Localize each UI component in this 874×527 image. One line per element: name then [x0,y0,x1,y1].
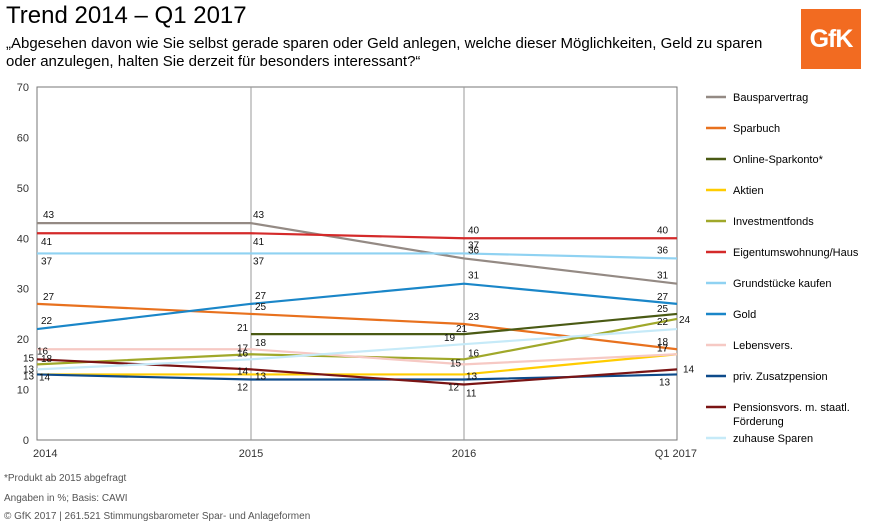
data-label: 40 [468,225,480,236]
y-tick-label: 0 [23,435,29,447]
data-label: 43 [253,210,265,221]
legend-label: Gold [733,309,756,321]
chart-grid [36,86,678,441]
legend-label: Förderung [733,416,784,428]
data-label: 25 [657,304,669,315]
x-tick-label: 2015 [239,448,263,460]
data-label: 21 [237,323,249,334]
series-line [37,348,678,366]
data-label: 12 [237,382,249,393]
legend-label: Aktien [733,185,764,197]
data-label: 36 [468,245,480,256]
data-label: 37 [253,256,265,267]
data-label: 18 [657,337,669,348]
data-label: 17 [237,343,249,354]
copyright: © GfK 2017 | 261.521 Stimmungsbarometer … [4,511,311,522]
series-line [251,312,678,336]
source-note: Angaben in %; Basis: CAWI [4,493,128,504]
data-label: 27 [255,291,267,302]
legend-label: Online-Sparkonto* [733,154,824,166]
legend-label: priv. Zusatzpension [733,371,828,383]
x-tick-label: Q1 2017 [655,448,697,460]
data-label: 15 [23,353,35,364]
data-label: 13 [466,371,478,382]
data-label: 31 [468,271,480,282]
data-label: 14 [237,366,249,377]
data-label: 18 [41,354,53,365]
chart-subtitle: „Abgesehen davon wie Sie selbst gerade s… [6,35,763,70]
data-label: 13 [255,371,267,382]
y-tick-label: 10 [17,385,29,397]
series-line [36,282,678,331]
series-line [36,327,678,371]
series-line [36,302,678,351]
data-label: 17 [657,343,669,354]
x-axis: 2014 2015 2016 Q1 2017 [33,448,697,460]
data-label: 37 [41,256,53,267]
y-tick-label: 30 [17,284,29,296]
series-line [37,353,678,376]
y-tick-label: 40 [17,233,29,245]
data-label: 19 [444,333,456,344]
series-line [37,222,678,285]
data-label: 14 [683,364,695,375]
data-label: 25 [255,302,267,313]
data-label: 15 [450,358,462,369]
series-lines [36,222,678,386]
legend-label: Bausparvertrag [733,92,808,104]
data-label: 31 [657,271,669,282]
data-label: 22 [41,316,53,327]
data-label: 17 [657,343,669,354]
data-label: 11 [466,389,477,400]
legend-label: Sparbuch [733,123,780,135]
data-label: 13 [659,377,671,388]
y-tick-label: 50 [17,183,29,195]
data-label: 27 [657,292,669,303]
data-label: 22 [657,317,669,328]
data-label: 37 [468,240,480,251]
data-label: 16 [237,348,249,359]
data-label: 13 [23,371,35,382]
data-label: 21 [456,324,468,335]
data-label: 41 [253,237,265,248]
chart-title: Trend 2014 – Q1 2017 [6,2,247,29]
legend-label: Investmentfonds [733,216,814,228]
legend-label: zuhause Sparen [733,433,813,445]
gfk-logo: GfK [801,9,861,69]
data-label: 24 [679,315,691,326]
x-tick-label: 2014 [33,448,57,460]
x-tick-label: 2016 [452,448,476,460]
data-label: 41 [41,237,53,248]
data-label: 36 [657,245,669,256]
data-label: 18 [255,338,267,349]
line-chart: 0 10 20 30 40 50 60 70 2014 2015 2016 Q1 2017 43 43… [17,82,859,460]
y-tick-label: 60 [17,132,29,144]
series-line [37,232,677,240]
data-label: 12 [448,382,460,393]
legend: Bausparvertrag Sparbuch Online-Sparkonto* A… [706,92,859,445]
legend-label: Lebensvers. [733,340,793,352]
footnote: *Produkt ab 2015 abgefragt [4,473,127,484]
data-label: 27 [43,292,55,303]
data-label: 13 [23,364,35,375]
legend-label: Grundstücke kaufen [733,278,831,290]
legend-label: Pensionsvors. m. staatl. [733,402,850,414]
y-tick-label: 20 [17,334,29,346]
data-label: 14 [39,372,51,383]
plot-border [36,86,678,441]
data-label: 23 [468,312,480,323]
y-tick-label: 70 [17,82,29,94]
data-label: 43 [43,210,55,221]
legend-label: Eigentumswohnung/Haus [733,247,859,259]
data-label: 16 [468,348,480,359]
data-label: 40 [657,225,669,236]
data-label: 16 [37,346,49,357]
series-line [37,252,678,260]
y-axis: 0 10 20 30 40 50 60 70 [17,82,29,447]
